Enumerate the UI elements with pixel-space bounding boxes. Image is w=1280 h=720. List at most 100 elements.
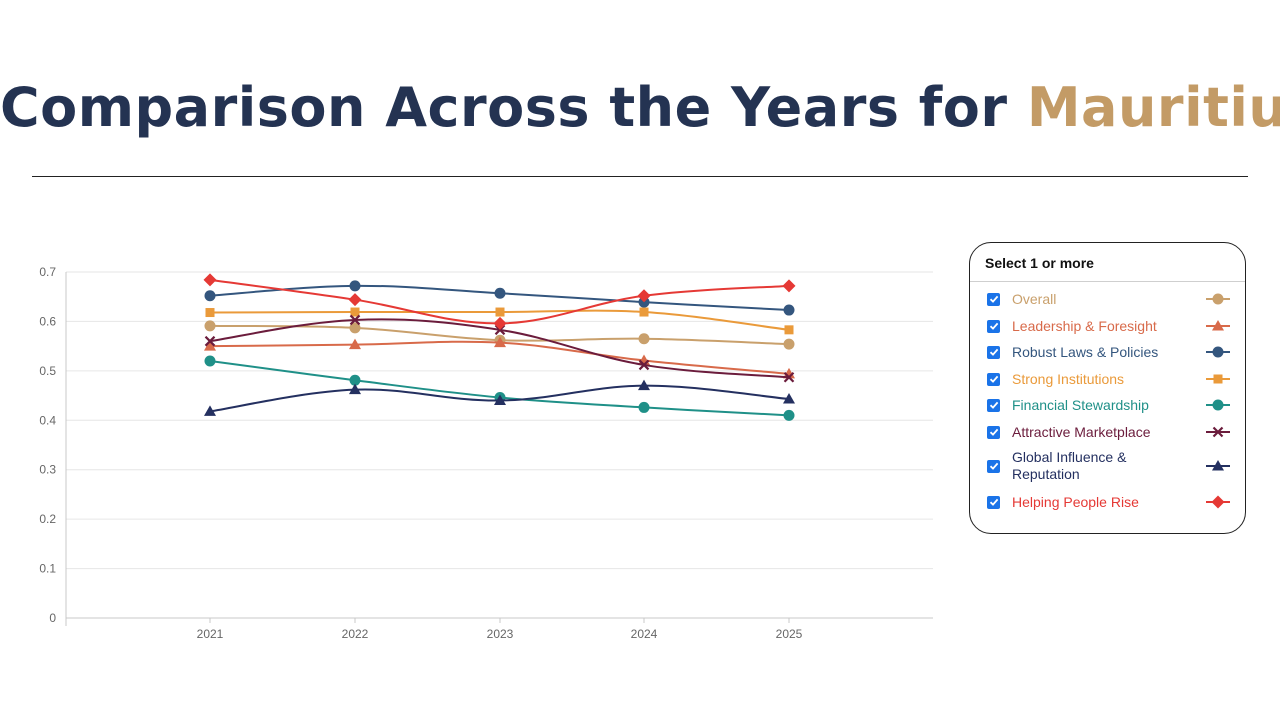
data-point-financial-stewardship (783, 409, 795, 421)
data-point-global-influence-and-reputation (204, 405, 216, 416)
legend-symbol-strong-institutions (1206, 374, 1230, 384)
legend-item-financial-stewardship[interactable]: Financial Stewardship (970, 396, 1245, 414)
data-point-leadership-and-foresight (349, 338, 361, 350)
y-tick-label: 0.3 (39, 463, 56, 477)
checkmark-icon (989, 498, 998, 506)
y-tick-label: 0.5 (39, 364, 56, 378)
checkbox-strong-institutions[interactable] (987, 372, 1000, 386)
legend-panel: Select 1 or more Overall Leadership & For… (969, 242, 1246, 534)
data-point-global-influence-and-reputation (494, 394, 506, 406)
checkbox-robust-laws-and-policies[interactable] (987, 345, 1000, 359)
title-prefix: Comparison Across the Years for (0, 76, 1027, 139)
legend-item-leadership-and-foresight[interactable]: Leadership & Foresight (970, 317, 1245, 335)
checkmark-icon (989, 462, 998, 470)
checkmark-icon (989, 295, 998, 303)
legend-label: Helping People Rise (1012, 493, 1139, 510)
legend-marker (1212, 293, 1224, 305)
x-tick-label: 2022 (342, 627, 369, 641)
legend-symbol-leadership-and-foresight (1206, 320, 1230, 331)
data-point-attractive-marketplace (204, 335, 216, 347)
x-tick-label: 2025 (776, 627, 803, 641)
title-divider (32, 176, 1248, 177)
legend-item-global-influence-and-reputation[interactable]: Global Influence & Reputation (970, 449, 1245, 483)
legend-label: Leadership & Foresight (1012, 317, 1157, 334)
data-point-leadership-and-foresight (204, 340, 216, 351)
x-tick-label: 2021 (197, 627, 224, 641)
legend-marker (1212, 346, 1224, 358)
legend-marker (1213, 374, 1223, 384)
checkmark-icon (989, 428, 998, 436)
data-point-overall (638, 333, 650, 345)
data-point-strong-institutions (784, 325, 794, 335)
data-point-attractive-marketplace (638, 359, 650, 371)
checkmark-icon (989, 375, 998, 383)
data-point-strong-institutions (495, 307, 505, 317)
data-point-robust-laws-and-policies (783, 304, 795, 316)
y-tick-label: 0 (49, 611, 56, 625)
data-point-robust-laws-and-policies (204, 290, 216, 302)
data-point-strong-institutions (639, 307, 649, 317)
y-tick-label: 0.4 (39, 413, 56, 427)
data-point-robust-laws-and-policies (494, 287, 506, 299)
checkmark-icon (989, 322, 998, 330)
line-chart: 0 0.1 0.2 0.3 0.4 0.5 0.6 0.7 2021 2022 2023 2024 20… (39, 265, 933, 641)
legend-header: Select 1 or more (970, 243, 1245, 282)
data-point-helping-people-rise (348, 293, 362, 307)
legend-marker (1212, 426, 1224, 438)
legend-marker (1211, 495, 1225, 509)
data-point-overall (349, 322, 361, 334)
legend-symbol-overall (1206, 293, 1230, 305)
data-point-financial-stewardship (204, 355, 216, 367)
legend-marker (1212, 460, 1224, 471)
legend-symbol-robust-laws-and-policies (1206, 346, 1230, 358)
y-tick-label: 0.7 (39, 265, 56, 279)
checkbox-attractive-marketplace[interactable] (987, 425, 1000, 439)
data-point-attractive-marketplace (349, 314, 361, 326)
legend-symbol-global-influence-and-reputation (1206, 460, 1230, 471)
legend-label: Global Influence & Reputation (1012, 449, 1127, 482)
data-point-global-influence-and-reputation (349, 383, 361, 395)
data-point-overall (783, 338, 795, 350)
legend-symbol-financial-stewardship (1206, 399, 1230, 411)
x-tick-label: 2024 (631, 627, 658, 641)
data-point-leadership-and-foresight (494, 336, 506, 348)
legend-label: Financial Stewardship (1012, 396, 1149, 413)
data-point-helping-people-rise (493, 316, 507, 330)
y-tick-label: 0.2 (39, 512, 56, 526)
checkbox-leadership-and-foresight[interactable] (987, 319, 1000, 333)
legend-item-attractive-marketplace[interactable]: Attractive Marketplace (970, 423, 1245, 441)
legend-item-strong-institutions[interactable]: Strong Institutions (970, 370, 1245, 388)
checkbox-helping-people-rise[interactable] (987, 495, 1000, 509)
checkbox-global-influence-and-reputation[interactable] (987, 459, 1000, 473)
x-tick-label: 2023 (487, 627, 514, 641)
data-point-helping-people-rise (203, 273, 217, 287)
legend-label: Overall (1012, 290, 1057, 307)
data-point-attractive-marketplace (783, 372, 795, 383)
data-point-global-influence-and-reputation (638, 379, 650, 391)
legend-marker (1212, 320, 1224, 331)
y-tick-label: 0.1 (39, 562, 56, 576)
legend-symbol-helping-people-rise (1206, 495, 1230, 509)
legend-item-robust-laws-and-policies[interactable]: Robust Laws & Policies (970, 343, 1245, 361)
data-point-strong-institutions (205, 308, 215, 318)
y-tick-label: 0.6 (39, 314, 56, 328)
data-point-strong-institutions (350, 307, 360, 317)
data-point-financial-stewardship (349, 374, 361, 386)
data-point-helping-people-rise (637, 289, 651, 303)
checkbox-overall[interactable] (987, 292, 1000, 306)
checkmark-icon (989, 401, 998, 409)
data-point-financial-stewardship (638, 401, 650, 413)
legend-label: Attractive Marketplace (1012, 423, 1151, 440)
legend-marker (1212, 399, 1224, 411)
data-point-overall (204, 320, 216, 332)
legend-symbol-attractive-marketplace (1206, 426, 1230, 438)
data-point-global-influence-and-reputation (783, 393, 795, 404)
checkmark-icon (989, 348, 998, 356)
title-country: Mauritius (1026, 76, 1280, 139)
legend-item-overall[interactable]: Overall (970, 290, 1245, 308)
legend-label: Robust Laws & Policies (1012, 343, 1159, 360)
legend-item-helping-people-rise[interactable]: Helping People Rise (970, 493, 1245, 511)
legend-label: Strong Institutions (1012, 370, 1125, 387)
checkbox-financial-stewardship[interactable] (987, 398, 1000, 412)
data-point-robust-laws-and-policies (349, 280, 361, 292)
